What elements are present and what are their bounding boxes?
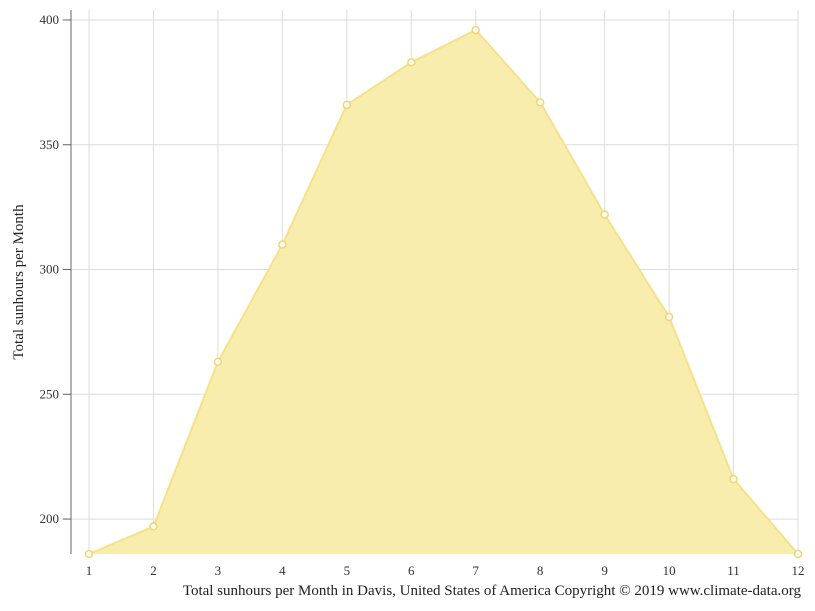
data-point — [600, 210, 609, 219]
x-tick-label: 8 — [537, 563, 544, 578]
x-tick-label: 9 — [601, 563, 608, 578]
data-point — [793, 549, 803, 559]
y-tick-label: 200 — [40, 511, 60, 526]
series-line — [88, 28, 799, 555]
data-points — [84, 25, 803, 559]
data-point — [664, 312, 674, 322]
axes — [63, 10, 72, 554]
data-point — [407, 58, 416, 67]
data-point — [278, 240, 287, 249]
data-point — [84, 549, 94, 559]
y-tick-label: 250 — [40, 386, 60, 401]
data-point — [535, 98, 545, 107]
y-tick-label: 400 — [40, 12, 60, 27]
x-tick-label: 11 — [727, 563, 740, 578]
x-tick-labels: 1 2 3 4 5 6 7 8 9 10 11 12 — [86, 563, 805, 578]
x-tick-label: 10 — [663, 563, 676, 578]
data-point — [342, 100, 352, 110]
x-tick-label: 12 — [792, 563, 805, 578]
x-tick-label: 2 — [150, 563, 157, 578]
y-tick-label: 300 — [40, 262, 60, 277]
data-point — [471, 25, 480, 35]
y-tick-labels: 200 250 300 350 400 — [40, 12, 60, 526]
x-tick-label: 4 — [279, 563, 286, 578]
data-point — [729, 474, 738, 484]
y-axis-label: Total sunhours per Month — [11, 204, 27, 360]
y-tick-label: 350 — [40, 137, 60, 152]
chart-caption: Total sunhours per Month in Davis, Unite… — [182, 583, 801, 599]
area-fill — [89, 30, 798, 554]
x-tick-label: 3 — [215, 563, 222, 578]
x-tick-label: 6 — [408, 563, 415, 578]
x-tick-label: 5 — [344, 563, 351, 578]
data-point — [213, 357, 223, 367]
x-tick-label: 1 — [86, 563, 93, 578]
data-point — [149, 522, 158, 531]
x-tick-label: 7 — [472, 563, 479, 578]
